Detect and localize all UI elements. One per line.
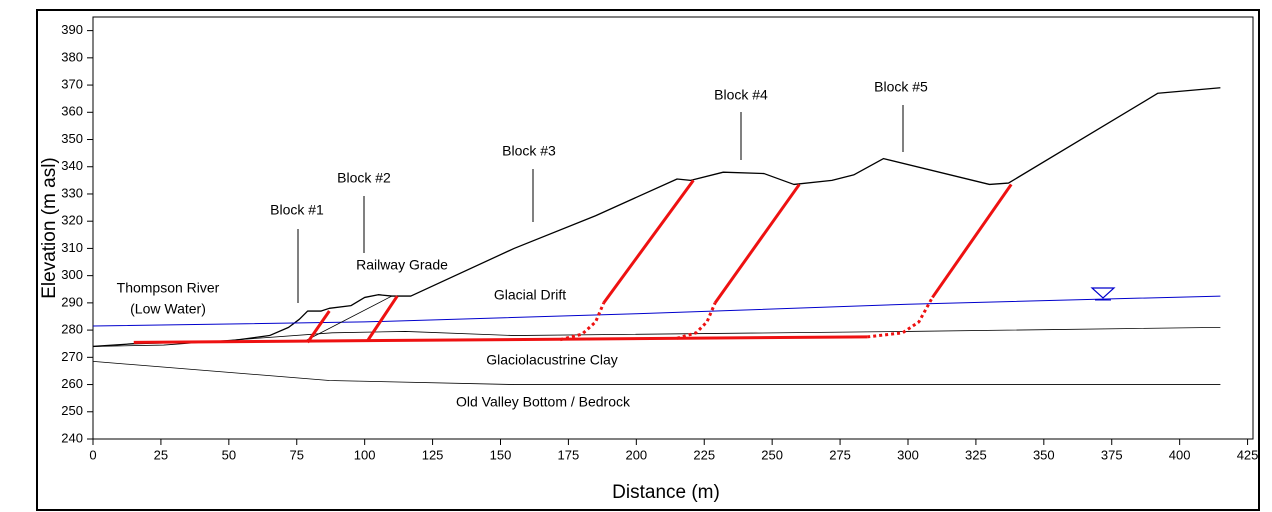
y-tick-label: 280: [61, 322, 83, 337]
profile-line: [560, 303, 603, 340]
profile-line: [93, 88, 1220, 347]
annotation: Glaciolacustrine Clay: [486, 352, 618, 368]
x-tick-label: 175: [558, 447, 580, 462]
y-tick-label: 350: [61, 131, 83, 146]
x-tick-label: 75: [290, 447, 304, 462]
x-tick-label: 275: [829, 447, 851, 462]
x-tick-label: 425: [1237, 447, 1259, 462]
water-table-symbol: [1092, 288, 1114, 298]
x-tick-label: 0: [89, 447, 96, 462]
x-tick-label: 400: [1169, 447, 1191, 462]
y-axis-title: Elevation (m asl): [39, 157, 60, 299]
y-tick-label: 380: [61, 49, 83, 64]
x-tick-label: 350: [1033, 447, 1055, 462]
annotation: Block #5: [874, 79, 928, 95]
x-tick-label: 300: [897, 447, 919, 462]
profile-line: [677, 303, 715, 338]
y-tick-label: 370: [61, 77, 83, 92]
y-tick-label: 250: [61, 403, 83, 418]
annotation: Block #1: [270, 202, 324, 218]
profile-line: [932, 184, 1011, 297]
profile-line: [93, 361, 1220, 384]
annotation: Block #3: [502, 143, 556, 159]
x-tick-label: 375: [1101, 447, 1123, 462]
y-tick-label: 260: [61, 376, 83, 391]
x-tick-label: 125: [422, 447, 444, 462]
annotation: Thompson River: [117, 280, 220, 296]
x-axis-title: Distance (m): [612, 482, 720, 503]
profile-line: [308, 311, 330, 342]
frame: [37, 10, 1259, 510]
y-tick-label: 270: [61, 349, 83, 364]
y-tick-label: 330: [61, 185, 83, 200]
annotation: Block #4: [714, 87, 768, 103]
x-tick-label: 25: [154, 447, 168, 462]
y-tick-label: 340: [61, 158, 83, 173]
x-tick-label: 250: [761, 447, 783, 462]
x-tick-label: 100: [354, 447, 376, 462]
x-tick-label: 200: [625, 447, 647, 462]
y-tick-label: 390: [61, 22, 83, 37]
x-tick-label: 150: [490, 447, 512, 462]
annotation: Block #2: [337, 170, 391, 186]
annotation: Railway Grade: [356, 257, 448, 273]
y-tick-label: 310: [61, 240, 83, 255]
profile-line: [715, 184, 799, 302]
x-tick-label: 50: [222, 447, 236, 462]
y-tick-label: 300: [61, 267, 83, 282]
annotation: (Low Water): [130, 301, 206, 317]
x-tick-label: 225: [693, 447, 715, 462]
x-tick-label: 325: [965, 447, 987, 462]
chart: Distance (m) Elevation (m asl) 0 25 50 75 10…: [0, 0, 1272, 512]
annotation: Old Valley Bottom / Bedrock: [456, 394, 631, 410]
annotation: Glacial Drift: [494, 287, 566, 303]
profile-line: [367, 296, 397, 341]
profile-line: [93, 296, 1220, 326]
y-tick-label: 290: [61, 294, 83, 309]
y-tick-label: 360: [61, 104, 83, 119]
y-tick-label: 320: [61, 213, 83, 228]
y-tick-label: 240: [61, 430, 83, 445]
profile-line: [604, 180, 694, 303]
profile-line: [305, 296, 392, 341]
